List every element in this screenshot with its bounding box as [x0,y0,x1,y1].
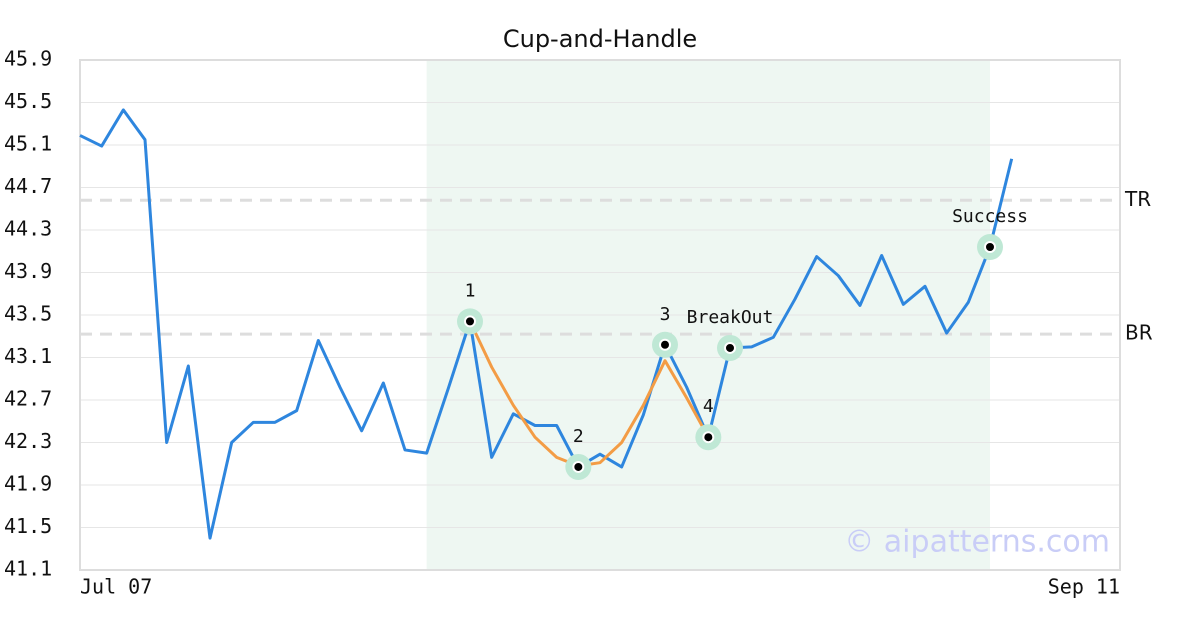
y-tick-label: 43.5 [4,302,52,326]
y-tick-label: 44.3 [4,217,52,241]
annotation-label: BreakOut [687,307,774,328]
y-tick-label: 43.1 [4,344,52,368]
y-tick-label: 41.9 [4,472,52,496]
series-line [79,108,1014,540]
plot-frame [79,59,1121,571]
marker-dot [659,338,671,351]
level-label: BR [1125,321,1153,345]
y-tick-label: 45.5 [4,89,52,113]
annotation-label: 3 [660,304,671,325]
level-label: TR [1124,187,1151,211]
y-tick-label: 44.7 [4,174,52,198]
y-tick-label: 45.9 [4,47,52,71]
y-tick-label: 45.1 [4,132,52,156]
x-tick-label: Sep 11 [1048,575,1120,599]
y-tick-label: 41.1 [4,557,52,581]
annotation-label: 2 [573,426,584,447]
y-tick-label: 41.5 [4,514,52,538]
annotation-label: Success [952,206,1028,227]
marker-dot [984,241,996,253]
annotation-label: 1 [465,280,476,301]
y-tick-label: 42.3 [4,429,52,453]
chart-title: Cup-and-Handle [503,25,697,53]
watermark: © aipatterns.com [844,525,1110,560]
marker-dot [702,431,715,444]
y-tick-label: 43.9 [4,259,52,283]
y-tick-label: 42.7 [4,387,52,411]
marker-dot [464,315,476,328]
x-tick-label: Jul 07 [80,575,152,599]
marker-dot [572,460,585,473]
marker-dot [724,341,736,354]
annotation-label: 4 [703,396,714,417]
